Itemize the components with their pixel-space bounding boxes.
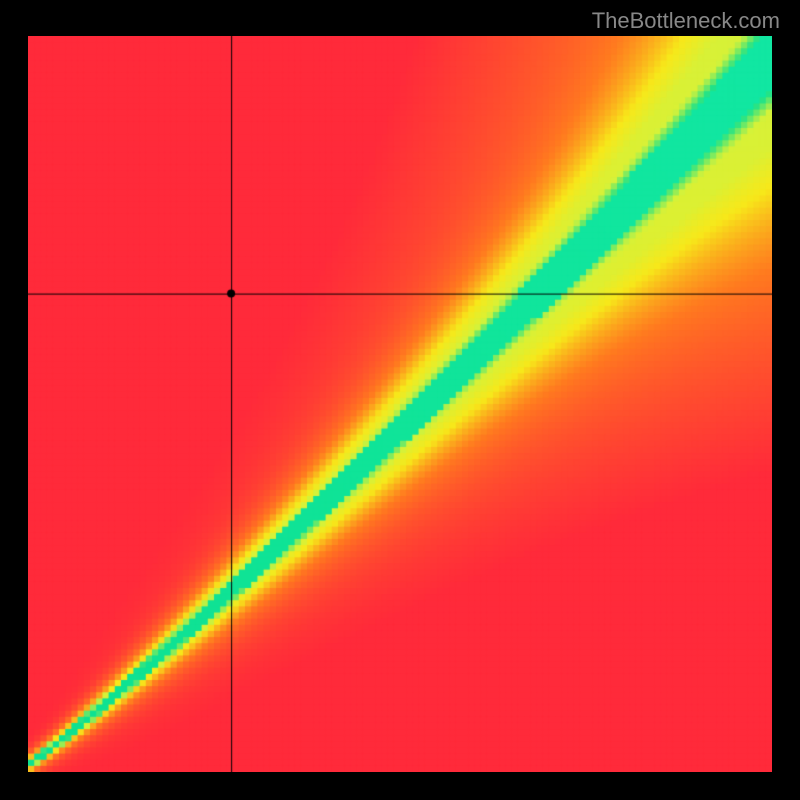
heatmap-plot <box>28 36 772 772</box>
watermark-text: TheBottleneck.com <box>592 8 780 34</box>
heatmap-canvas <box>28 36 772 772</box>
